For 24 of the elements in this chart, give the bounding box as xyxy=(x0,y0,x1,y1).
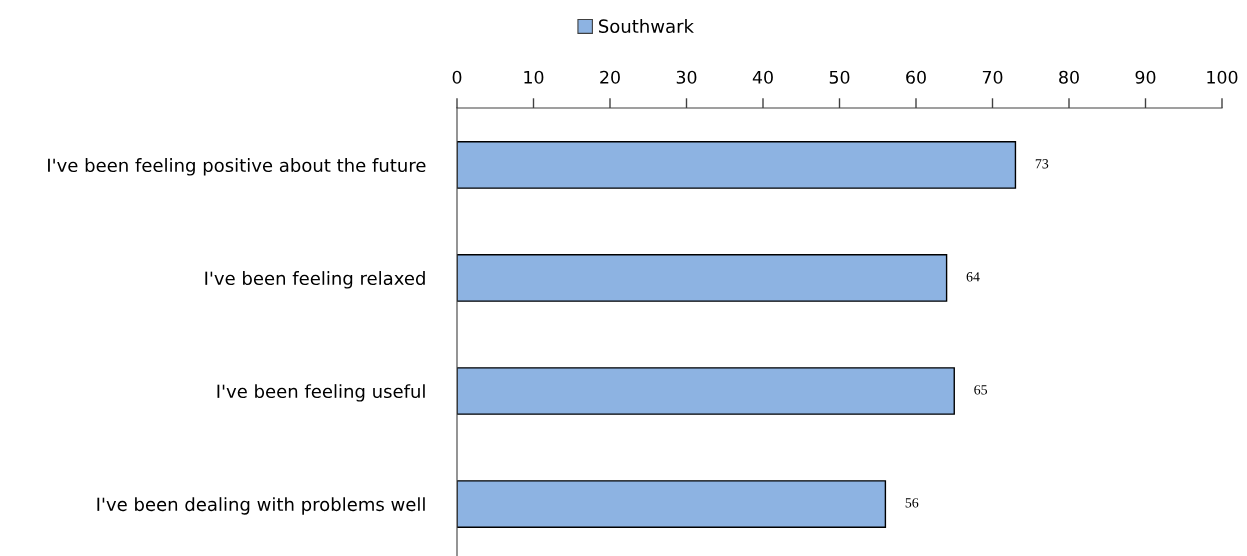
x-tick-label: 0 xyxy=(452,70,462,84)
data-label: 64 xyxy=(966,272,980,282)
bar xyxy=(457,141,1017,189)
y-tick-label: I've been dealing with problems well xyxy=(97,497,425,515)
x-tick-label: 70 xyxy=(982,70,1003,84)
data-label: 65 xyxy=(974,385,988,395)
x-tick-label: 60 xyxy=(906,70,926,84)
x-tick-label: 100 xyxy=(1207,70,1238,84)
y-tick-label: I've been feeling useful xyxy=(217,384,425,402)
x-tick-label: 80 xyxy=(1059,70,1079,84)
x-tick-label: 40 xyxy=(752,70,773,84)
x-tick-label: 90 xyxy=(1135,70,1156,84)
x-tick-label: 20 xyxy=(600,70,620,84)
y-tick-label: I've been feeling positive about the future xyxy=(48,158,426,176)
x-tick-label: 50 xyxy=(829,70,850,84)
bar xyxy=(457,480,887,528)
data-label: 56 xyxy=(905,498,919,508)
data-label: 73 xyxy=(1035,159,1049,169)
x-tick-label: 30 xyxy=(676,70,697,84)
y-tick-label: I've been feeling relaxed xyxy=(205,271,425,289)
x-tick-label: 10 xyxy=(524,70,544,84)
legend-label: Southwark xyxy=(599,19,694,34)
bar xyxy=(457,254,948,302)
bar xyxy=(457,367,955,415)
